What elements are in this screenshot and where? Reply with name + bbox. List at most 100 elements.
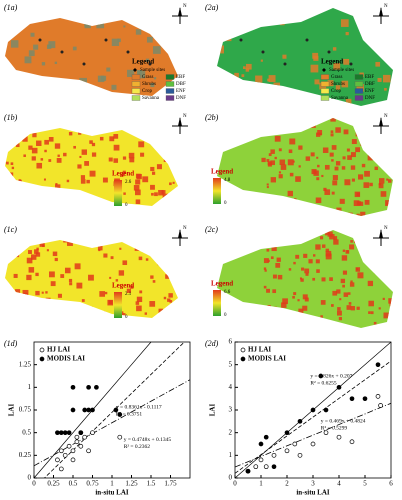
- map-patch: [343, 58, 350, 65]
- map-patch: [314, 79, 320, 85]
- legend-label: HJ LAI: [248, 346, 271, 354]
- map-patch: [23, 154, 26, 157]
- map-patch: [356, 306, 360, 310]
- map-patch: [293, 261, 296, 265]
- map-patch: [89, 240, 95, 245]
- map-patch: [80, 179, 86, 184]
- map-patch: [394, 300, 398, 304]
- map-patch: [235, 23, 243, 31]
- y-tick-label: 1: [229, 451, 233, 459]
- map-patch: [247, 98, 253, 105]
- legend-swatch: [131, 88, 141, 94]
- map-patch: [5, 310, 6, 315]
- map-patch: [36, 140, 42, 147]
- map-patch: [14, 129, 21, 136]
- panel-label: (1d): [4, 339, 18, 348]
- map-patch: [25, 116, 30, 121]
- map-patch: [134, 189, 141, 196]
- map-patch: [245, 63, 252, 70]
- map-patch: [234, 72, 239, 78]
- map-patch: [94, 101, 100, 107]
- data-point: [78, 443, 84, 449]
- data-point: [66, 443, 72, 449]
- map-patch: [343, 292, 349, 297]
- map-patch: [164, 116, 169, 121]
- map-patch: [312, 277, 316, 281]
- legend-swatch: [165, 81, 175, 87]
- map-patch: [330, 130, 334, 134]
- map-patch: [117, 38, 121, 43]
- x-tick-label: 1: [110, 480, 114, 488]
- map-patch: [263, 285, 267, 289]
- map-patch: [336, 110, 341, 115]
- legend-label: DBF: [176, 82, 186, 87]
- map-patch: [104, 201, 108, 206]
- map-patch: [74, 303, 79, 308]
- map-patch: [315, 244, 321, 250]
- data-point: [297, 452, 303, 458]
- data-point: [271, 464, 277, 470]
- map-patch: [61, 191, 68, 198]
- legend-title: Legend: [132, 58, 154, 66]
- map-patch: [394, 286, 398, 290]
- map-patch: [137, 70, 146, 79]
- map-patch: [313, 113, 316, 116]
- map-patch: [38, 107, 45, 114]
- map: [5, 234, 178, 326]
- colorbar-max: 2.1: [125, 292, 132, 297]
- sample-site: [60, 50, 64, 54]
- map-patch: [13, 179, 17, 183]
- map-patch: [107, 299, 114, 306]
- map-patch: [320, 315, 323, 318]
- map-patch: [194, 207, 197, 210]
- map-patch: [5, 304, 11, 310]
- map-patch: [158, 252, 163, 256]
- map-patch: [171, 199, 175, 203]
- map-patch: [140, 120, 143, 123]
- map-patch: [313, 209, 318, 214]
- map-patch: [351, 139, 357, 145]
- map-patch: [8, 135, 14, 141]
- legend-swatch: [354, 74, 364, 80]
- data-point: [55, 430, 60, 436]
- map-patch: [325, 114, 329, 118]
- fit-line: [235, 360, 391, 474]
- map-patch: [275, 262, 281, 268]
- map-patch: [135, 199, 141, 205]
- map-patch: [199, 24, 201, 26]
- map-patch: [294, 198, 297, 201]
- map-patch: [68, 132, 73, 136]
- map-patch: [69, 282, 73, 286]
- map-patch: [392, 86, 393, 93]
- map-patch: [386, 55, 390, 59]
- map-patch: [341, 166, 346, 170]
- map-patch: [192, 212, 195, 215]
- map-patch: [6, 284, 10, 287]
- map-patch: [28, 145, 33, 150]
- map-patch: [266, 186, 269, 189]
- data-point: [375, 362, 381, 368]
- map-patch: [157, 260, 163, 266]
- map-patch: [55, 184, 61, 190]
- map-patch: [44, 149, 47, 153]
- map-patch: [61, 113, 67, 119]
- map-patch: [80, 175, 86, 180]
- map-patch: [338, 317, 343, 321]
- map-patch: [66, 179, 70, 183]
- map-patch: [391, 271, 393, 275]
- map-patch: [169, 320, 175, 326]
- map-patch: [38, 234, 42, 238]
- compass-label: N: [384, 114, 388, 119]
- map-patch: [364, 144, 368, 148]
- map-patch: [63, 240, 68, 243]
- map-patch: [347, 292, 351, 295]
- map-panel: (2b) N Legend 4.8 0: [205, 110, 393, 216]
- legend-marker: [39, 347, 45, 353]
- map-patch: [149, 301, 156, 307]
- map-patch: [184, 32, 186, 34]
- map-patch: [370, 311, 374, 315]
- map-patch: [355, 267, 361, 272]
- legend-sites-marker: [322, 68, 326, 72]
- data-point: [271, 452, 277, 458]
